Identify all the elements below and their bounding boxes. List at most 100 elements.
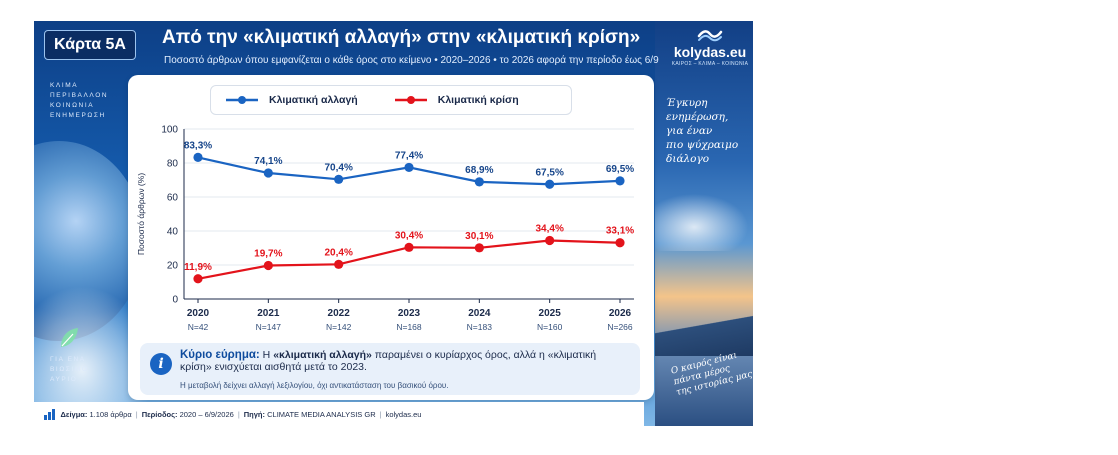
footer-source-value: CLIMATE MEDIA ANALYSIS GR bbox=[267, 409, 376, 419]
footer-sample-value: 1.108 άρθρα bbox=[89, 409, 132, 419]
left-tagline-line: ΕΝΗΜΕΡΩΣΗ bbox=[50, 112, 106, 119]
data-label: 30,1% bbox=[465, 231, 493, 242]
data-point bbox=[474, 243, 484, 253]
y-tick-label: 100 bbox=[161, 125, 178, 136]
data-label: 74,1% bbox=[254, 156, 282, 167]
y-axis-label: Ποσοστό άρθρων (%) bbox=[136, 173, 146, 255]
bar-chart-icon bbox=[44, 408, 55, 420]
x-tick-label: 2020 bbox=[187, 308, 210, 319]
y-tick-label: 60 bbox=[167, 193, 179, 204]
x-tick-label: 2021 bbox=[257, 308, 280, 319]
data-label: 68,9% bbox=[465, 165, 493, 176]
y-tick-label: 40 bbox=[167, 227, 179, 238]
clouds-decoration-right bbox=[655, 191, 753, 251]
data-label: 77,4% bbox=[395, 150, 423, 161]
data-label: 67,5% bbox=[535, 167, 563, 178]
key-finding-term: «κλιματική αλλαγή» bbox=[273, 349, 372, 361]
brand-name: kolydas.eu bbox=[673, 44, 747, 60]
x-tick-label: 2022 bbox=[328, 308, 351, 319]
x-sample-size-label: N=266 bbox=[607, 322, 633, 332]
script-line: για έναν bbox=[666, 125, 713, 137]
left-tagline-line: ΠΕΡΙΒΑΛΛΟΝ bbox=[50, 92, 109, 99]
footer-period-value: 2020 – 6/9/2026 bbox=[179, 409, 234, 419]
left-tagline: ΚΛΙΜΑ ΠΕΡΙΒΑΛΛΟΝ ΚΟΙΝΩΝΙΑ ΕΝΗΜΕΡΩΣΗ bbox=[50, 81, 108, 121]
x-sample-size-label: N=42 bbox=[188, 322, 209, 332]
footer-bar: Δείγμα: 1.108 άρθρα | Περίοδος: 2020 – 6… bbox=[34, 402, 644, 426]
line-chart: 0 20 40 60 80 100 Ποσοστό άρθρων (%) 2020 N=42 20… bbox=[136, 125, 634, 333]
page-title: Από την «κλιματική αλλαγή» στην «κλιματι… bbox=[162, 27, 641, 48]
data-point bbox=[193, 152, 203, 162]
footer-site-link[interactable]: kolydas.eu bbox=[385, 409, 422, 419]
x-tick-label: 2024 bbox=[468, 308, 491, 319]
left-bottom-tagline: ΓΙΑ ΕΝΑ ΒΙΩΣΙΜΟ ΑΥΡΙΟ bbox=[50, 355, 89, 385]
page-subtitle: Ποσοστό άρθρων όπου εμφανίζεται ο κάθε ό… bbox=[164, 55, 659, 66]
script-line: διάλογο bbox=[666, 153, 710, 165]
data-point bbox=[545, 235, 555, 246]
data-label: 83,3% bbox=[184, 140, 212, 151]
footer-separator: | bbox=[379, 409, 382, 419]
data-point bbox=[334, 174, 344, 184]
data-point bbox=[193, 274, 203, 284]
wave-logo-icon bbox=[697, 30, 723, 42]
legend-item-series-0: Κλιματική αλλαγή bbox=[225, 94, 358, 106]
data-label: 11,9% bbox=[184, 262, 212, 273]
infographic-card: Κάρτα 5A Από την «κλιματική αλλαγή» στην… bbox=[34, 21, 753, 426]
chart-legend: Κλιματική αλλαγή Κλιματική κρίση bbox=[210, 85, 572, 115]
x-sample-size-label: N=183 bbox=[467, 322, 493, 332]
key-finding-part: Η bbox=[259, 349, 274, 361]
brand-logo[interactable]: kolydas.eu ΚΑΙΡΟΣ – ΚΛΙΜΑ – ΚΟΙΝΩΝΙΑ bbox=[670, 27, 750, 67]
y-tick-label: 80 bbox=[167, 159, 179, 170]
data-point bbox=[263, 260, 273, 271]
script-line: Έγκυρη bbox=[666, 97, 708, 109]
x-sample-size-label: N=147 bbox=[256, 322, 282, 332]
data-label: 20,4% bbox=[324, 247, 352, 258]
script-quote-top: Έγκυρη ενημέρωση, για έναν πιο ψύχραιμο … bbox=[666, 96, 750, 166]
x-sample-size-label: N=168 bbox=[396, 322, 422, 332]
legend-label: Κλιματική κρίση bbox=[437, 94, 519, 106]
footer-sample-label: Δείγμα: bbox=[60, 409, 88, 419]
key-finding-lead: Κύριο εύρημα: bbox=[180, 349, 260, 361]
x-sample-size-label: N=142 bbox=[326, 322, 352, 332]
chart-panel: Κλιματική αλλαγή Κλιματική κρίση 0 20 40 60… bbox=[128, 75, 654, 400]
key-finding-text: Κύριο εύρημα: Η «κλιματική αλλαγή» παραμ… bbox=[180, 349, 630, 373]
data-point bbox=[404, 242, 414, 252]
data-point bbox=[615, 238, 625, 248]
leaf-icon bbox=[61, 328, 78, 347]
data-label: 33,1% bbox=[606, 226, 634, 237]
key-finding-note: Η μεταβολή δείχνει αλλαγή λεξιλογίου, όχ… bbox=[180, 381, 449, 390]
data-label: 69,5% bbox=[606, 164, 634, 175]
footer-period-label: Περίοδος: bbox=[141, 409, 178, 419]
y-tick-label: 20 bbox=[167, 261, 179, 272]
mountains-decoration bbox=[655, 306, 753, 356]
data-point bbox=[334, 259, 344, 269]
left-bottom-line: ΓΙΑ ΕΝΑ bbox=[50, 356, 86, 363]
x-tick-label: 2026 bbox=[609, 308, 632, 319]
x-tick-label: 2025 bbox=[539, 308, 562, 319]
data-label: 34,4% bbox=[535, 224, 563, 235]
legend-item-series-1: Κλιματική κρίση bbox=[394, 94, 519, 106]
left-tagline-line: ΚΛΙΜΑ bbox=[50, 82, 79, 89]
brand-tagline: ΚΑΙΡΟΣ – ΚΛΙΜΑ – ΚΟΙΝΩΝΙΑ bbox=[671, 61, 749, 67]
data-point bbox=[474, 177, 484, 187]
left-tagline-line: ΚΟΙΝΩΝΙΑ bbox=[50, 102, 95, 109]
data-label: 19,7% bbox=[254, 249, 282, 260]
data-point bbox=[615, 176, 625, 186]
key-finding-box: i Κύριο εύρημα: Η «κλιματική αλλαγή» παρ… bbox=[140, 343, 640, 395]
data-label: 30,4% bbox=[395, 230, 423, 241]
x-sample-size-label: N=160 bbox=[537, 322, 563, 332]
info-icon: i bbox=[150, 353, 172, 375]
footer-source-label: Πηγή: bbox=[243, 409, 266, 419]
legend-label: Κλιματική αλλαγή bbox=[269, 94, 358, 106]
data-point bbox=[263, 168, 273, 178]
script-line: ενημέρωση, bbox=[666, 111, 729, 123]
key-finding-part: παραμένει ο κυρίαρχος όρος, αλλά η «κλιμ… bbox=[180, 349, 597, 373]
data-point bbox=[404, 162, 414, 173]
x-tick-label: 2023 bbox=[398, 308, 421, 319]
y-tick-label: 0 bbox=[172, 295, 178, 306]
legend-line-blue-icon bbox=[226, 96, 258, 104]
left-bottom-line: ΑΥΡΙΟ bbox=[50, 376, 78, 383]
footer-separator: | bbox=[135, 409, 138, 419]
data-point bbox=[545, 179, 555, 189]
card-badge: Κάρτα 5A bbox=[44, 30, 136, 60]
left-bottom-line: ΒΙΩΣΙΜΟ bbox=[50, 366, 89, 373]
